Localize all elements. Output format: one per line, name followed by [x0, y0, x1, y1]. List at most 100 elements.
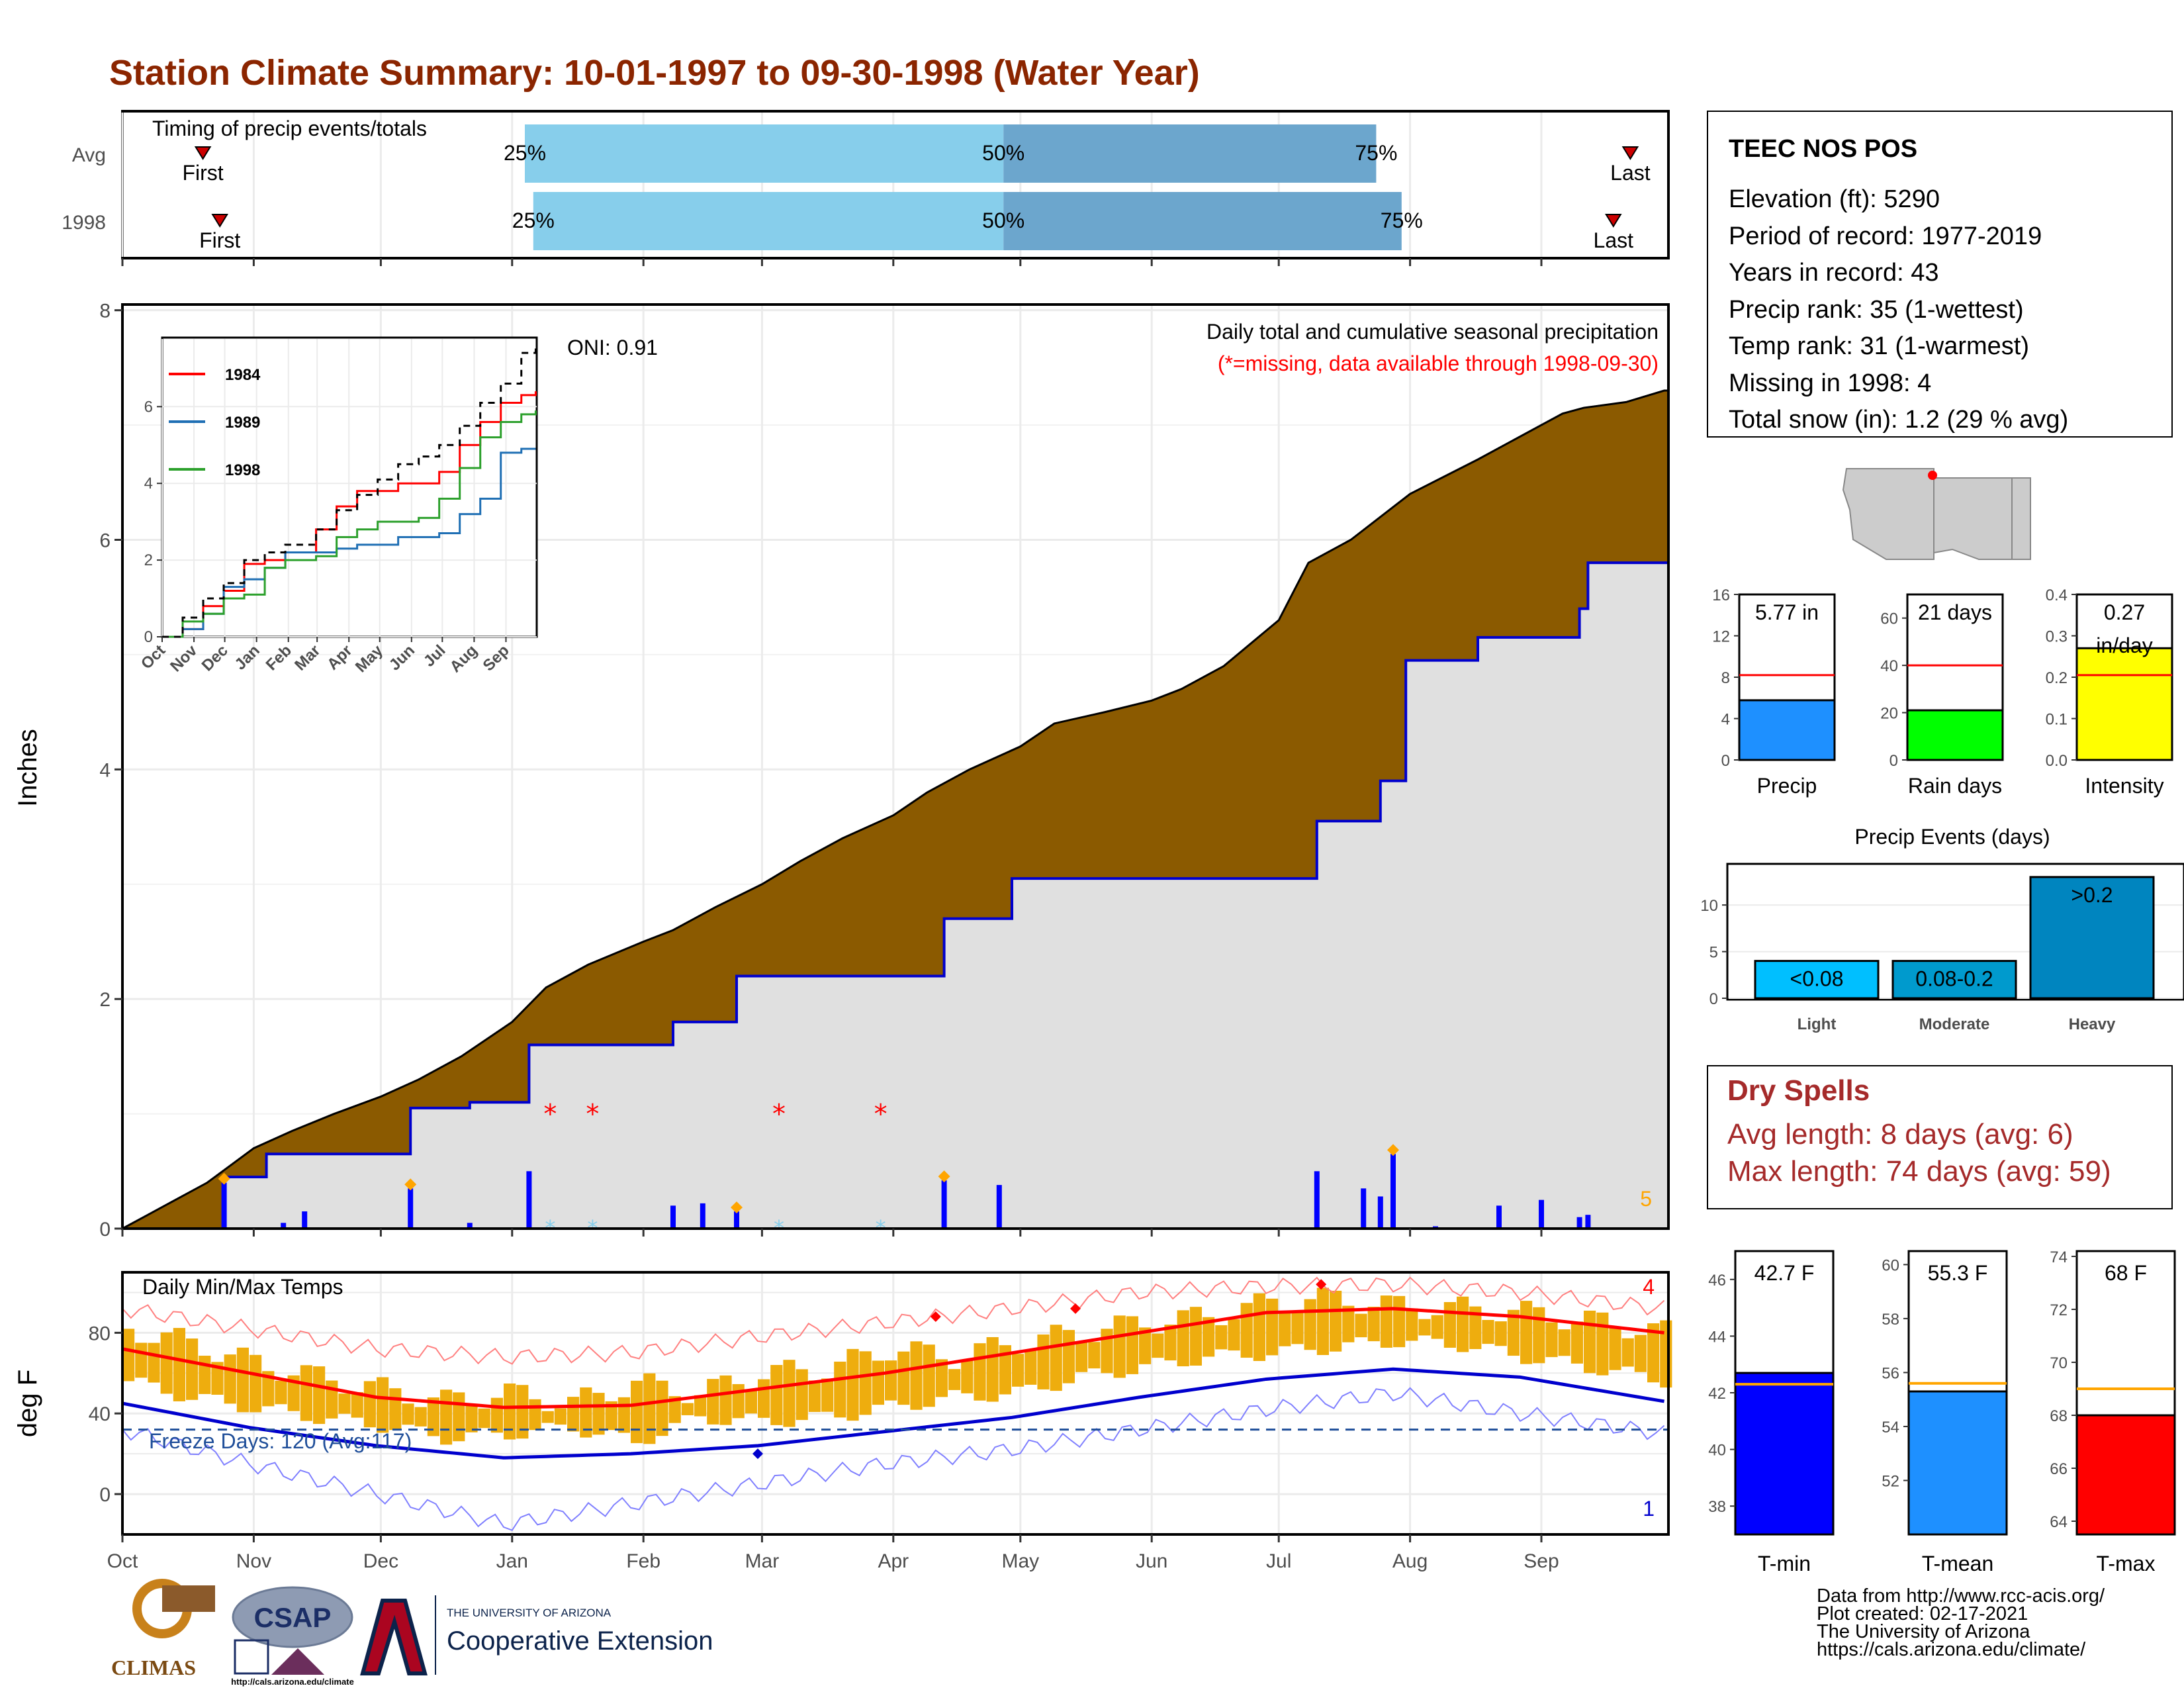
daily-temp-bar: [910, 1341, 923, 1410]
ua-big-text: Cooperative Extension: [447, 1626, 713, 1656]
summary-bar-y-tick-label: 0.2: [2046, 669, 2068, 687]
events-bar-label: <0.08: [1790, 967, 1844, 991]
temp-summary-y-tick-label: 46: [1708, 1272, 1726, 1289]
daily-temp-bar: [1507, 1309, 1520, 1356]
events-bar-light: [1754, 960, 1880, 1000]
first-event-marker: [211, 214, 228, 228]
daily-temp-bar: [1037, 1334, 1050, 1389]
daily-temp-bar: [504, 1383, 516, 1440]
summary-bar-y-tick-label: 12: [1712, 628, 1730, 646]
daily-precip-bar: [221, 1182, 227, 1229]
inset-legend: 1984 1989 1998: [169, 366, 261, 479]
map-states: [1842, 468, 2031, 560]
events-bar-label: 0.08-0.2: [1915, 967, 1993, 991]
precip-y-tick-label: 2: [99, 989, 111, 1011]
daily-temp-bar: [160, 1332, 173, 1394]
timing-p25-label: 25%: [512, 209, 555, 232]
temp-summary-label: T-max: [2097, 1552, 2156, 1575]
temp-summary-y-tick-label: 42: [1708, 1385, 1726, 1403]
daily-temp-bar: [1406, 1308, 1418, 1341]
daily-temp-bar: [681, 1403, 694, 1415]
temp-x-tick-label: Jan: [496, 1550, 528, 1572]
temp-y-tick-label: 40: [89, 1403, 111, 1425]
daily-temp-bar: [1101, 1329, 1113, 1374]
heavy-event-marker: [218, 1172, 230, 1185]
station-info-line: Years in record: 43: [1729, 259, 1939, 287]
daily-precip-bar: [1539, 1199, 1544, 1229]
temp-summary-y-tick-label: 74: [2050, 1248, 2068, 1266]
daily-temp-bar: [631, 1380, 643, 1444]
daily-temp-bar: [885, 1360, 897, 1401]
temp-summary-bar-t-min: [1734, 1372, 1835, 1536]
temp-summary-bars: 42.7 F T-min 38 40 42 44 46 55.3 F T-mean 52 54 56 5…: [1708, 1248, 2176, 1575]
daily-temp-bar: [363, 1381, 376, 1428]
daily-temp-bar: [1177, 1310, 1189, 1367]
daily-temp-bar: [1367, 1307, 1380, 1342]
precip-x-ticks: [121, 1229, 1543, 1237]
station-info: TEEC NOS POS Elevation (ft): 5290 Period…: [1707, 111, 2173, 438]
timing-bars: 25% 50% 75% First Last 25% 50% 75% First Last: [182, 124, 1651, 252]
csap-logo-url: http://cals.arizona.edu/climate: [231, 1677, 354, 1687]
footer: CLIMAS CSAP http://cals.arizona.edu/clim…: [111, 1579, 2105, 1687]
daily-precip-bar: [1585, 1215, 1591, 1229]
daily-precip-bar: [302, 1211, 308, 1229]
station-info-line: Missing in 1998: 4: [1729, 369, 1931, 397]
summary-bar-y-tick-label: 40: [1880, 657, 1898, 675]
temp-summary-label: T-min: [1758, 1552, 1811, 1575]
precip-events-bars: 0 5 10 <0.08 Light 0.08-0.2 Moderate >0.2 Heavy: [1700, 876, 2183, 1033]
daily-temp-bar: [821, 1378, 834, 1412]
daily-temp-bar: [1469, 1306, 1482, 1349]
record-min-line: [122, 1387, 1665, 1531]
temp-y-tick-label: 0: [99, 1484, 111, 1506]
daily-temp-bar: [1584, 1310, 1596, 1374]
daily-temp-bar: [148, 1342, 160, 1383]
daily-temp-bar: [1355, 1313, 1367, 1338]
daily-temp-bar: [643, 1373, 656, 1444]
summary-bars: 5.77 in Precip 0 4 8 12 16 21 days Rain days 0 20 4…: [1712, 586, 2173, 798]
events-bar-label: >0.2: [2071, 883, 2113, 907]
heavy-event-marker: [404, 1178, 417, 1191]
timing-bar-50-75: [1003, 192, 1402, 250]
daily-temp-bar: [999, 1345, 1011, 1395]
daily-temp-bar: [1596, 1312, 1609, 1376]
daily-temp-bar: [338, 1393, 351, 1414]
summary-bar-y-tick-label: 0.0: [2046, 752, 2068, 770]
daily-temp-bar: [389, 1388, 402, 1430]
daily-temp-bar: [427, 1397, 439, 1436]
daily-temp-bar: [1126, 1316, 1138, 1374]
ua-small-text: THE UNIVERSITY OF ARIZONA: [447, 1607, 612, 1619]
events-y-tick-label: 10: [1700, 897, 1718, 915]
record-low-marker: [752, 1448, 763, 1460]
timing-p25-label: 25%: [504, 141, 546, 165]
summary-bar-y-tick-label: 0.4: [2046, 586, 2068, 604]
daily-temp-bar: [1431, 1315, 1443, 1339]
daily-temp-bar: [262, 1371, 275, 1407]
daily-temp-bar: [1253, 1293, 1265, 1362]
summary-bar-label: Intensity: [2085, 774, 2163, 798]
daily-temp-bar: [275, 1380, 287, 1405]
daily-precip-bar: [1314, 1171, 1320, 1229]
daily-temp-bar: [1050, 1325, 1062, 1391]
daily-temp-bar: [440, 1389, 453, 1445]
precip-y-axis-label: Inches: [13, 729, 42, 807]
daily-temp-bar: [567, 1397, 580, 1432]
record-high-marker: [930, 1311, 941, 1323]
temp-x-tick-label: Dec: [363, 1550, 398, 1572]
summary-bar-value: 21 days: [1918, 600, 1992, 624]
daily-temp-bar: [1380, 1295, 1392, 1348]
record-low-count: 1: [1643, 1497, 1655, 1521]
daily-precip-bar: [670, 1205, 676, 1229]
daily-temp-bar: [808, 1380, 821, 1412]
climas-logo-block: [162, 1585, 215, 1612]
daily-temp-bar: [745, 1389, 757, 1414]
daily-temp-bar: [1393, 1295, 1406, 1348]
daily-temp-bar: [859, 1351, 872, 1415]
csap-cloud-icon: [232, 1586, 353, 1648]
daily-temp-bar: [732, 1383, 745, 1419]
temp-summary-value: 68 F: [2105, 1261, 2147, 1285]
dry-spells-box: Dry Spells Avg length: 8 days (avg: 6) M…: [1707, 1065, 2173, 1209]
precip-y-tick-label: 0: [99, 1219, 111, 1241]
